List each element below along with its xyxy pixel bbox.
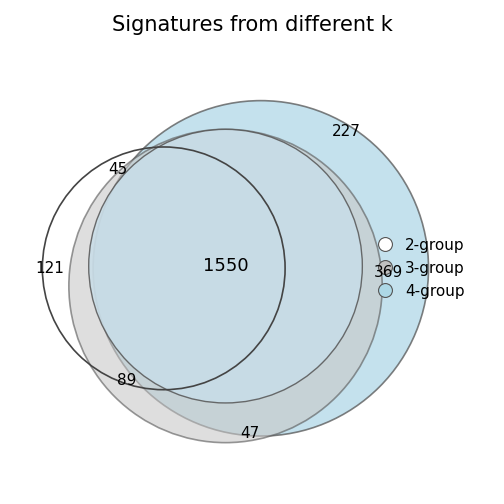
Text: 369: 369 [373,265,403,280]
Text: 1550: 1550 [203,257,248,275]
Circle shape [93,101,428,436]
Text: 45: 45 [108,162,128,176]
Legend: 2-group, 3-group, 4-group: 2-group, 3-group, 4-group [378,238,465,298]
Circle shape [89,130,362,403]
Text: 89: 89 [117,373,137,389]
Circle shape [69,130,382,443]
Text: 47: 47 [240,426,260,442]
Text: 227: 227 [332,124,360,139]
Text: 121: 121 [36,261,65,276]
Title: Signatures from different k: Signatures from different k [111,15,393,35]
